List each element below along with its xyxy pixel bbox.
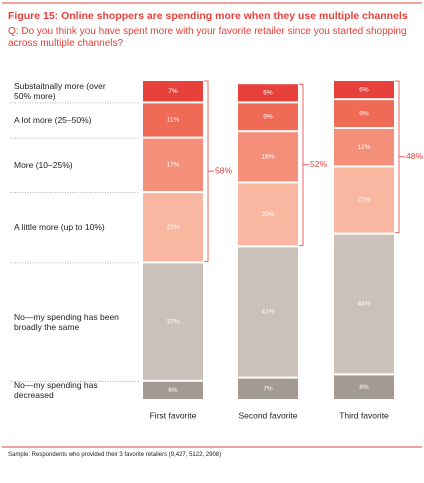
value-label: 9%: [359, 110, 369, 117]
value-label: 16%: [261, 154, 274, 161]
bar-segment: [238, 183, 298, 246]
value-label: 6%: [168, 387, 178, 394]
bracket: [299, 83, 309, 246]
bar-segment: [334, 129, 394, 166]
x-tick-label: First favorite: [150, 410, 197, 420]
bracket: [395, 80, 405, 233]
footnote: Sample: Respondents who provided their 3…: [8, 452, 222, 458]
value-label: 12%: [357, 144, 370, 151]
bar-segment: [143, 381, 203, 399]
bracket: [204, 80, 214, 262]
bracket-label: 58%: [215, 165, 232, 175]
value-label: 7%: [168, 88, 178, 95]
bar-segment: [334, 375, 394, 399]
value-label: 21%: [357, 197, 370, 204]
bar-segment: [238, 103, 298, 131]
value-label: 44%: [357, 301, 370, 308]
bar-segment: [143, 263, 203, 380]
value-label: 41%: [261, 309, 274, 316]
x-tick-label: Second favorite: [238, 410, 297, 420]
chart-title: Figure 15: Online shoppers are spending …: [8, 10, 408, 22]
bar-segment: [143, 193, 203, 262]
value-label: 6%: [263, 90, 273, 97]
bar-segment: [334, 234, 394, 374]
value-label: 37%: [166, 318, 179, 325]
value-label: 6%: [359, 86, 369, 93]
bracket-label: 52%: [310, 159, 327, 169]
bar-segment: [334, 100, 394, 127]
value-label: 11%: [167, 117, 180, 124]
bar-segment: [238, 132, 298, 182]
legend-label: More (10–25%): [14, 159, 73, 170]
bar-segment: [334, 81, 394, 99]
legend-label: A lot more (25–50%): [14, 115, 92, 125]
bar-segment: [238, 378, 298, 399]
bar-segment: [238, 84, 298, 102]
bracket-label: 48%: [406, 151, 423, 161]
legend-label: No—my spending has decreased: [14, 380, 98, 401]
chart-subtitle: Q: Do you think you have spent more with…: [8, 26, 407, 49]
value-label: 7%: [263, 386, 273, 393]
value-label: 20%: [261, 211, 274, 218]
legend-label: No—my spending has been broadly the same: [14, 311, 119, 332]
legend-label: A little more (up to 10%): [14, 222, 105, 233]
bar-segment: [238, 247, 298, 377]
bar-segment: [143, 81, 203, 102]
value-label: 8%: [359, 384, 369, 391]
value-label: 17%: [166, 162, 179, 169]
bar-segment: [334, 167, 394, 233]
value-label: 22%: [166, 224, 179, 231]
bar-segment: [143, 103, 203, 137]
x-tick-label: Third favorite: [339, 410, 389, 420]
legend-label: Substaitnally more (over 50% more): [14, 81, 106, 102]
value-label: 9%: [263, 114, 273, 121]
bar-segment: [143, 138, 203, 191]
